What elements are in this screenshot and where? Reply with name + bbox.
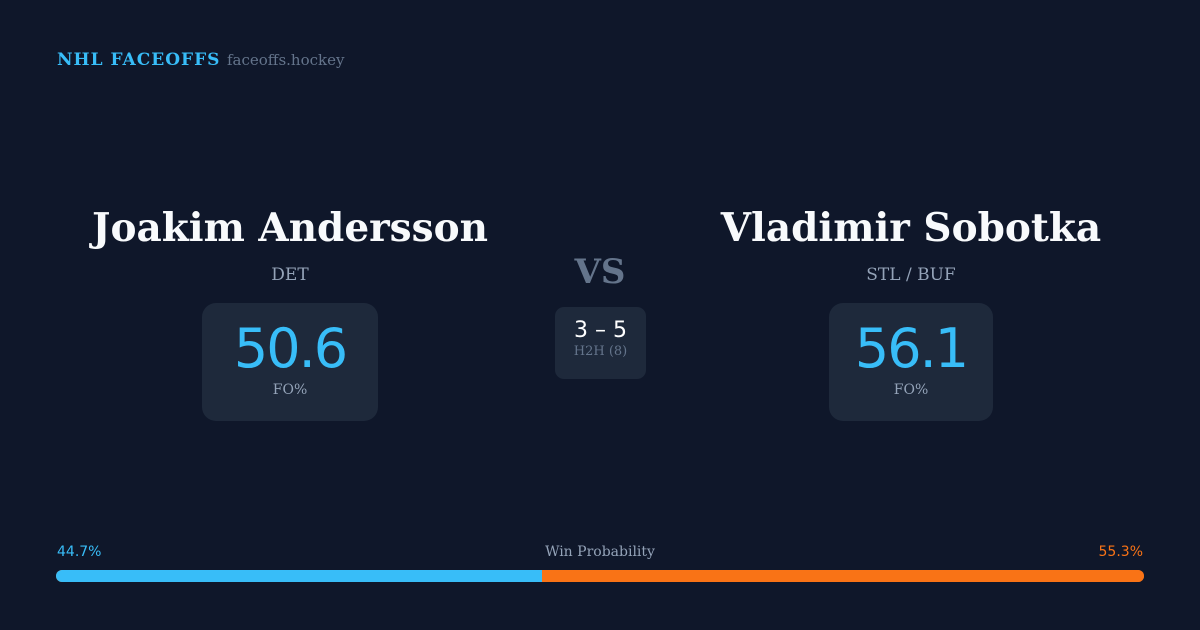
player-one-fill: [56, 570, 543, 582]
versus-label: VS: [574, 252, 626, 292]
player-team: DET: [271, 265, 309, 285]
player-one-win-probability: 44.7%: [57, 544, 102, 560]
player-two: Vladimir Sobotka STL / BUF 56.1 FO%: [661, 205, 1161, 421]
faceoff-percentage: 50.6: [233, 317, 348, 380]
brand-title: NHL FACEOFFS: [57, 50, 221, 70]
player-name: Joakim Andersson: [92, 205, 488, 251]
player-name: Vladimir Sobotka: [720, 205, 1102, 251]
player-two-fill: [542, 570, 1144, 582]
head-to-head-card: 3 – 5 H2H (8): [555, 307, 646, 379]
player-team: STL / BUF: [866, 265, 956, 285]
h2h-label: H2H (8): [573, 344, 628, 359]
win-probability-label: Win Probability: [545, 544, 655, 560]
faceoff-card: 50.6 FO%: [202, 303, 378, 421]
win-probability-bar: [56, 570, 1144, 582]
faceoff-label: FO%: [893, 382, 929, 398]
player-two-win-probability: 55.3%: [1098, 544, 1143, 560]
faceoff-card: 56.1 FO%: [829, 303, 993, 421]
h2h-score: 3 – 5: [574, 318, 627, 343]
site-url: faceoffs.hockey: [227, 51, 345, 69]
faceoff-label: FO%: [272, 382, 308, 398]
player-one: Joakim Andersson DET 50.6 FO%: [40, 205, 540, 421]
faceoff-percentage: 56.1: [854, 317, 969, 380]
